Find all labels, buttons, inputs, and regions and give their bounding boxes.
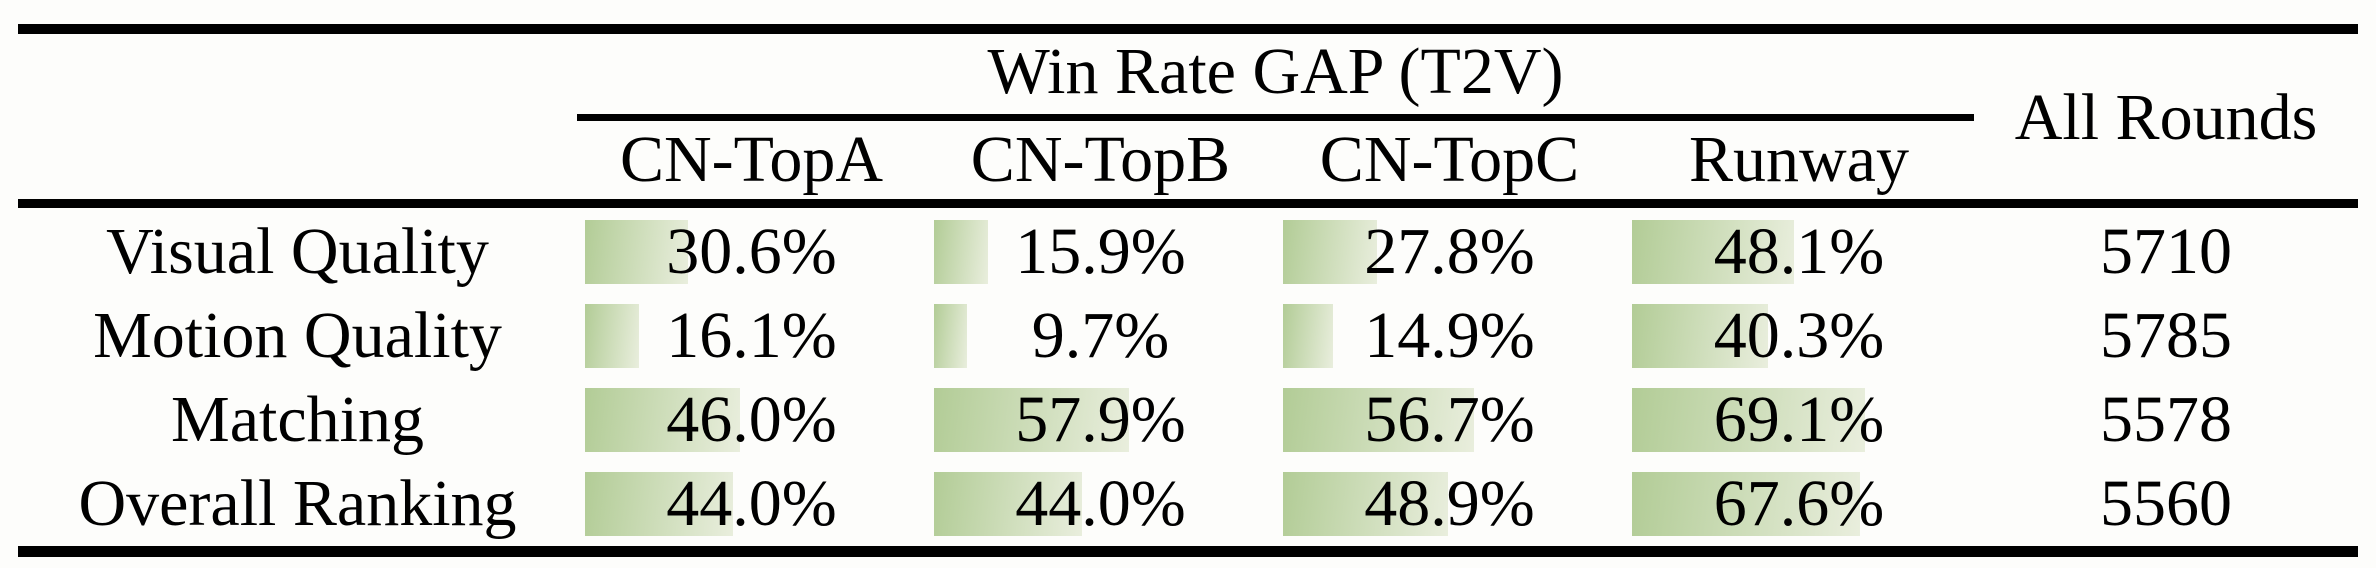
bar-track — [934, 220, 1271, 284]
win-rate-cell: 16.1% — [577, 294, 926, 378]
win-rate-cell: 9.7% — [926, 294, 1275, 378]
table-bottom-rule — [18, 546, 2358, 557]
win-rate-cell: 44.0% — [926, 462, 1275, 546]
win-rate-bar — [934, 304, 967, 368]
win-rate-value: 40.3% — [1713, 299, 1885, 372]
win-rate-cell: 69.1% — [1624, 378, 1974, 462]
win-rate-cell: 44.0% — [577, 462, 926, 546]
column-header-runway: Runway — [1689, 123, 1909, 196]
bar-track — [1632, 220, 1969, 284]
win-rate-value: 48.9% — [1364, 467, 1535, 540]
bar-track — [1283, 472, 1620, 536]
win-rate-value: 46.0% — [666, 383, 837, 456]
win-rate-value: 14.9% — [1364, 299, 1535, 372]
group-header-win-rate-gap: Win Rate GAP (T2V) — [987, 35, 1564, 108]
all-rounds-value: 5710 — [2100, 215, 2232, 288]
win-rate-cell: 56.7% — [1275, 378, 1624, 462]
win-rate-bar — [1283, 220, 1377, 284]
bar-track — [934, 304, 1271, 368]
win-rate-bar — [1632, 388, 1865, 452]
table-row-visual-quality: Visual Quality 30.6% 15.9% 27.8% 48.1% 5… — [18, 210, 2358, 294]
bar-track — [934, 388, 1271, 452]
bar-track — [1632, 388, 1969, 452]
row-label: Overall Ranking — [78, 467, 517, 540]
win-rate-bar — [1632, 472, 1860, 536]
win-rate-value: 30.6% — [666, 215, 837, 288]
win-rate-cell: 27.8% — [1275, 210, 1624, 294]
win-rate-value: 44.0% — [666, 467, 837, 540]
win-rate-cell: 48.1% — [1624, 210, 1974, 294]
win-rate-bar — [934, 220, 988, 284]
column-header-cn-topa: CN-TopA — [619, 123, 884, 196]
win-rate-cell: 14.9% — [1275, 294, 1624, 378]
win-rate-cell: 67.6% — [1624, 462, 1974, 546]
bar-track — [1283, 304, 1620, 368]
win-rate-value: 57.9% — [1015, 383, 1186, 456]
all-rounds-value: 5578 — [2100, 383, 2232, 456]
win-rate-value: 67.6% — [1713, 467, 1885, 540]
bar-track — [934, 472, 1271, 536]
header-separator-rule — [18, 199, 2358, 208]
win-rate-value: 16.1% — [666, 299, 837, 372]
win-rate-bar — [1632, 220, 1795, 284]
all-rounds-value: 5785 — [2100, 299, 2232, 372]
win-rate-cell: 15.9% — [926, 210, 1275, 294]
win-rate-table: Win Rate GAP (T2V) All Rounds CN-TopA CN… — [18, 0, 2358, 568]
win-rate-cell: 30.6% — [577, 210, 926, 294]
bar-track — [1283, 220, 1620, 284]
row-label: Matching — [171, 383, 424, 456]
column-header-cn-topb: CN-TopB — [970, 123, 1231, 196]
row-label: Visual Quality — [106, 215, 489, 288]
bar-track — [1632, 472, 1969, 536]
win-rate-value: 48.1% — [1713, 215, 1885, 288]
group-header-underline-rule — [577, 114, 1974, 121]
table-row-matching: Matching 46.0% 57.9% 56.7% 69.1% 5578 — [18, 378, 2358, 462]
win-rate-bar — [585, 220, 689, 284]
win-rate-bar — [1632, 304, 1768, 368]
win-rate-cell: 48.9% — [1275, 462, 1624, 546]
win-rate-bar — [585, 472, 734, 536]
all-rounds-value: 5560 — [2100, 467, 2232, 540]
win-rate-cell: 40.3% — [1624, 294, 1974, 378]
win-rate-value: 15.9% — [1015, 215, 1186, 288]
win-rate-bar — [585, 388, 741, 452]
table-row-overall-ranking: Overall Ranking 44.0% 44.0% 48.9% 67.6% … — [18, 462, 2358, 546]
column-header-all-rounds: All Rounds — [2014, 80, 2318, 154]
win-rate-bar — [1283, 388, 1475, 452]
win-rate-bar — [1283, 304, 1334, 368]
bar-track — [585, 220, 922, 284]
bar-track — [585, 388, 922, 452]
table-top-rule — [18, 24, 2358, 34]
bar-track — [1632, 304, 1969, 368]
bar-track — [585, 472, 922, 536]
row-label: Motion Quality — [93, 299, 502, 372]
win-rate-bar — [585, 304, 640, 368]
win-rate-bar — [934, 472, 1083, 536]
win-rate-value: 44.0% — [1015, 467, 1186, 540]
win-rate-value: 69.1% — [1713, 383, 1885, 456]
win-rate-value: 9.7% — [1031, 299, 1170, 372]
win-rate-value: 56.7% — [1364, 383, 1535, 456]
bar-track — [585, 304, 922, 368]
model-header-row: CN-TopA CN-TopB CN-TopC Runway — [577, 121, 1974, 199]
win-rate-bar — [1283, 472, 1448, 536]
win-rate-cell: 46.0% — [577, 378, 926, 462]
win-rate-cell: 57.9% — [926, 378, 1275, 462]
win-rate-value: 27.8% — [1364, 215, 1535, 288]
win-rate-bar — [934, 388, 1130, 452]
column-header-cn-topc: CN-TopC — [1319, 123, 1580, 196]
table-row-motion-quality: Motion Quality 16.1% 9.7% 14.9% 40.3% 57… — [18, 294, 2358, 378]
bar-track — [1283, 388, 1620, 452]
